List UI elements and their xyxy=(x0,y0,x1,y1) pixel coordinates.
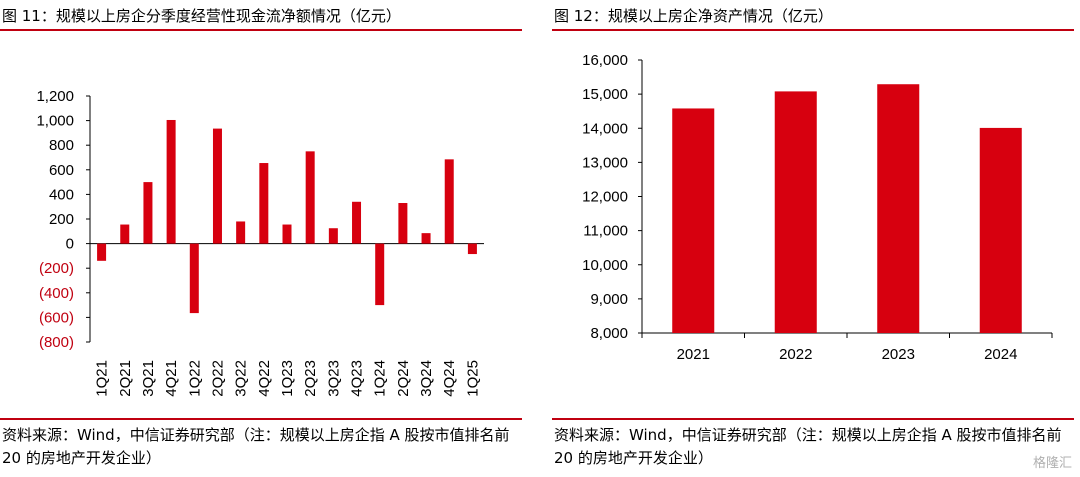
y-tick-label: 16,000 xyxy=(582,52,628,69)
left-chart-panel: 图 11：规模以上房企分季度经营性现金流净额情况（亿元） 1,200 1,000 8… xyxy=(0,0,528,477)
bar xyxy=(212,128,222,244)
title-rule xyxy=(552,29,1074,31)
x-tick-label: 2024 xyxy=(984,346,1017,363)
y-tick-label: 12,000 xyxy=(582,189,628,206)
net-assets-bar-chart: 16,000 15,000 14,000 13,000 12,000 11,000 10,0… xyxy=(582,52,1053,363)
x-tick-label: 1Q24 xyxy=(372,360,389,397)
x-tick-label: 3Q23 xyxy=(325,360,342,397)
x-tick-label: 3Q24 xyxy=(418,360,435,397)
bar xyxy=(328,228,338,244)
bar xyxy=(672,108,715,334)
bar xyxy=(189,243,199,314)
x-tick-label: 2Q24 xyxy=(395,360,412,397)
bar xyxy=(375,243,385,306)
y-tick-label: 15,000 xyxy=(582,86,628,103)
y-tick-label: 11,000 xyxy=(583,223,628,240)
chart-title: 图 11：规模以上房企分季度经营性现金流净额情况（亿元） xyxy=(2,7,401,25)
right-chart-panel: 图 12：规模以上房企净资产情况（亿元） 16,000 15,000 14,000 1… xyxy=(552,0,1080,477)
title-rule xyxy=(0,29,522,31)
y-tick-label: 9,000 xyxy=(590,291,628,308)
x-tick-label: 1Q25 xyxy=(464,360,481,397)
bar xyxy=(774,91,817,334)
x-tick-label: 4Q21 xyxy=(163,360,180,397)
bar xyxy=(166,119,176,244)
x-tick-label: 2023 xyxy=(882,346,915,363)
y-tick-label: 10,000 xyxy=(582,257,628,274)
bar xyxy=(97,243,107,261)
y-tick-label: 600 xyxy=(49,162,74,179)
y-tick-label: 1,200 xyxy=(36,88,74,105)
bar xyxy=(877,84,920,333)
x-tick-label: 1Q23 xyxy=(279,360,296,397)
y-tick-label: 13,000 xyxy=(582,154,628,171)
bar xyxy=(282,224,292,244)
x-tick-label: 4Q22 xyxy=(256,360,273,397)
y-tick-label: (200) xyxy=(39,260,74,277)
y-tick-label: (600) xyxy=(39,309,74,326)
source-rule xyxy=(0,418,522,420)
bar xyxy=(143,182,153,244)
x-tick-label: 4Q24 xyxy=(441,360,458,397)
y-tick-label: 200 xyxy=(49,211,74,228)
x-tick-label: 2Q22 xyxy=(209,360,226,397)
source-rule xyxy=(552,418,1074,420)
x-tick-label: 3Q21 xyxy=(140,360,157,397)
bar xyxy=(259,163,269,244)
bar xyxy=(467,243,477,255)
cashflow-bar-chart: 1,200 1,000 800 600 400 200 0 (200) (400) (600) (8… xyxy=(36,88,484,397)
bar xyxy=(979,127,1022,333)
source-note: 资料来源：Wind，中信证券研究部（注：规模以上房企指 A 股按市值排名前 20… xyxy=(554,426,1062,467)
x-tick-label: 2Q23 xyxy=(302,360,319,397)
source-note: 资料来源：Wind，中信证券研究部（注：规模以上房企指 A 股按市值排名前 20… xyxy=(2,426,510,467)
y-tick-label: 0 xyxy=(66,236,74,253)
y-tick-label: 400 xyxy=(49,186,74,203)
bar xyxy=(444,159,454,244)
x-tick-label: 1Q21 xyxy=(94,360,111,397)
bar xyxy=(305,151,315,244)
bar xyxy=(120,224,130,244)
y-tick-label: (400) xyxy=(39,285,74,302)
bar xyxy=(421,233,431,244)
chart-title: 图 12：规模以上房企净资产情况（亿元） xyxy=(554,7,833,25)
watermark-logo: 格隆汇 xyxy=(1032,456,1072,471)
bar xyxy=(236,221,246,244)
x-tick-label: 1Q22 xyxy=(186,360,203,397)
y-tick-label: 1,000 xyxy=(36,113,74,130)
y-tick-label: 800 xyxy=(49,137,74,154)
x-tick-label: 2022 xyxy=(779,346,812,363)
y-tick-label: (800) xyxy=(39,334,74,351)
x-tick-label: 2Q21 xyxy=(117,360,134,397)
bar xyxy=(352,201,362,244)
y-tick-label: 14,000 xyxy=(582,120,628,137)
x-tick-label: 3Q22 xyxy=(233,360,250,397)
x-tick-label: 2021 xyxy=(677,346,710,363)
x-tick-label: 4Q23 xyxy=(349,360,366,397)
y-tick-label: 8,000 xyxy=(590,325,628,342)
bar xyxy=(398,203,408,244)
